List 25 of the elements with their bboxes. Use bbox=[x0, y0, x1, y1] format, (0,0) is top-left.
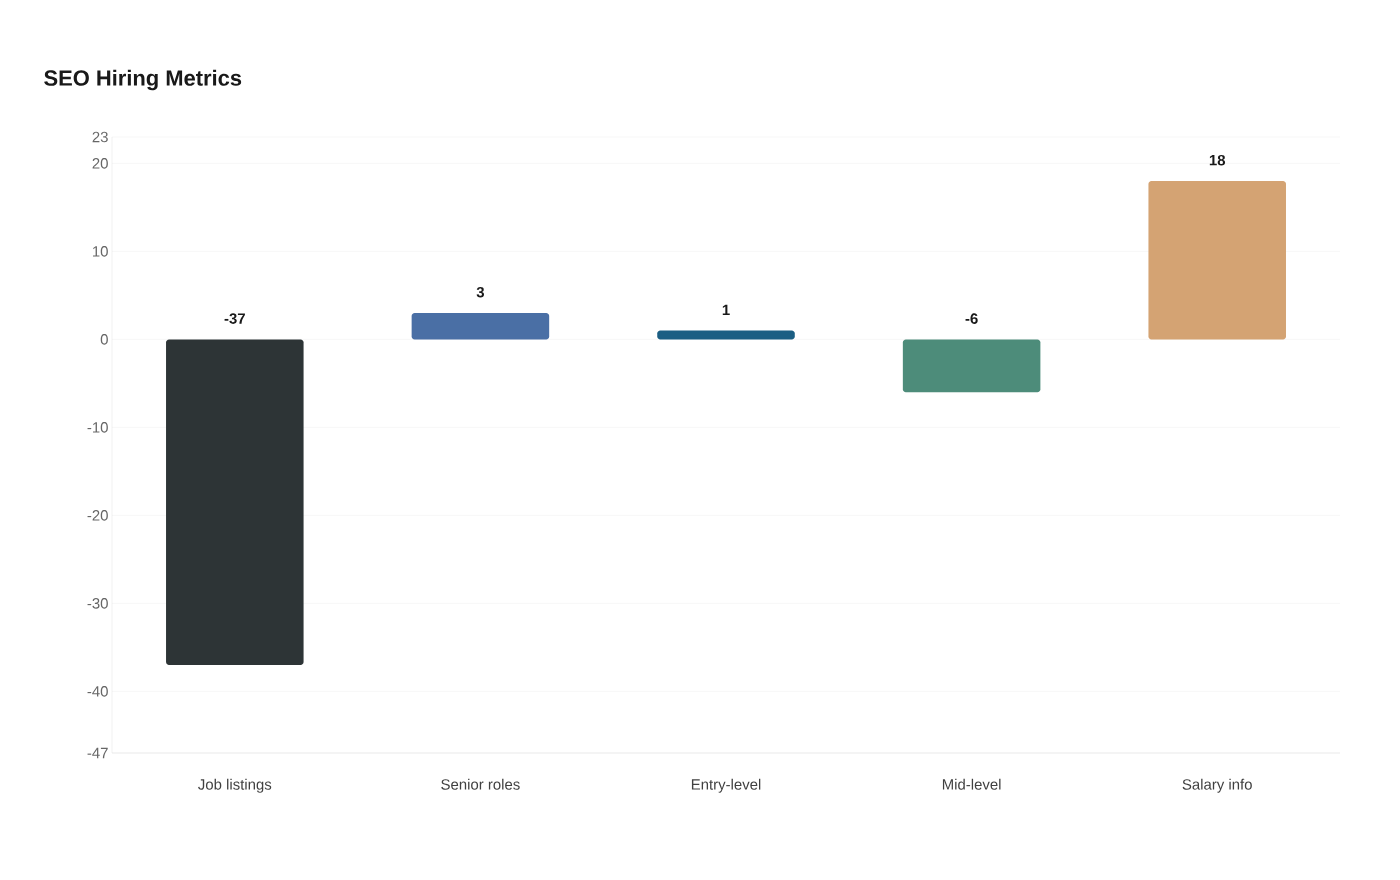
x-tick-label: Mid-level bbox=[942, 778, 1001, 790]
y-tick-label: -10 bbox=[87, 422, 108, 433]
x-tick-label: Entry-level bbox=[691, 778, 761, 793]
y-tick-label: -47 bbox=[87, 747, 108, 759]
data-label: -6 bbox=[965, 313, 978, 324]
y-tick-label: 20 bbox=[92, 158, 108, 169]
x-tick-label: Senior roles bbox=[441, 778, 520, 790]
y-tick-label: 10 bbox=[93, 246, 108, 257]
x-tick-label: Salary info bbox=[1182, 778, 1252, 793]
data-label: 1 bbox=[722, 304, 730, 316]
y-tick-label: -30 bbox=[87, 598, 108, 609]
bar bbox=[902, 339, 1041, 393]
y-tick-label: 23 bbox=[92, 131, 108, 143]
x-tick-label: Job listings bbox=[198, 778, 272, 793]
y-tick-label: 0 bbox=[100, 334, 108, 345]
bar bbox=[411, 313, 550, 340]
bar bbox=[1148, 181, 1286, 340]
bar bbox=[657, 330, 795, 340]
y-tick-label: -40 bbox=[87, 686, 108, 697]
data-label: 18 bbox=[1209, 154, 1226, 166]
bar bbox=[166, 339, 304, 665]
y-tick-label: -20 bbox=[87, 510, 108, 521]
chart-title: SEO Hiring Metrics bbox=[44, 69, 242, 91]
data-label: -37 bbox=[224, 313, 245, 324]
data-label: 3 bbox=[476, 286, 485, 298]
